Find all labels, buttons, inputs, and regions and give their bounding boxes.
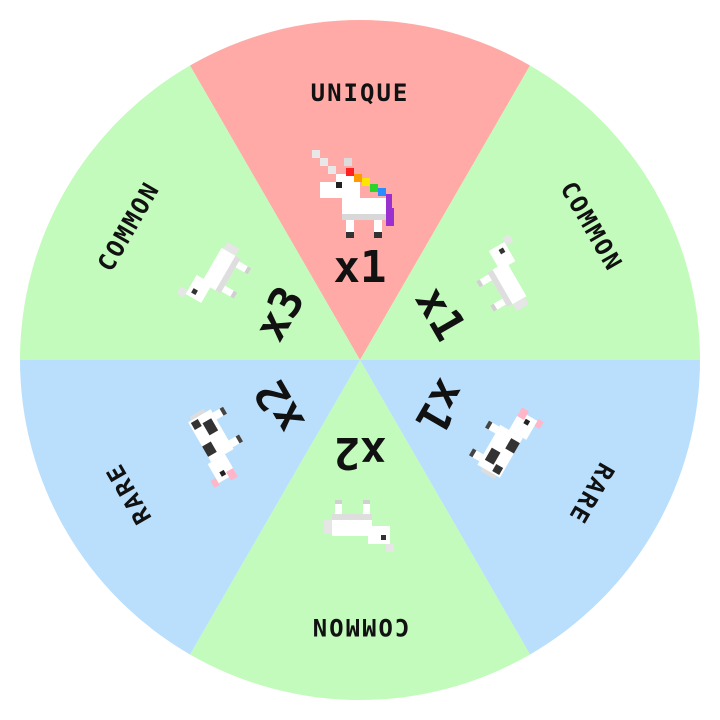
wheel-segment-unique-top[interactable]: UNIQUE x1 — [190, 19, 530, 361]
wheel-segment-common-bottom[interactable]: COMMON x2 — [190, 360, 530, 700]
segment-slice — [20, 360, 360, 655]
segment-count: x2 — [334, 427, 387, 478]
segment-slice — [20, 65, 360, 360]
segment-slice — [360, 360, 700, 655]
segment-rarity-label: UNIQUE — [311, 79, 410, 107]
segment-rarity-label: COMMON — [311, 613, 410, 641]
segment-count: x1 — [334, 242, 387, 293]
segment-slice — [360, 65, 700, 360]
